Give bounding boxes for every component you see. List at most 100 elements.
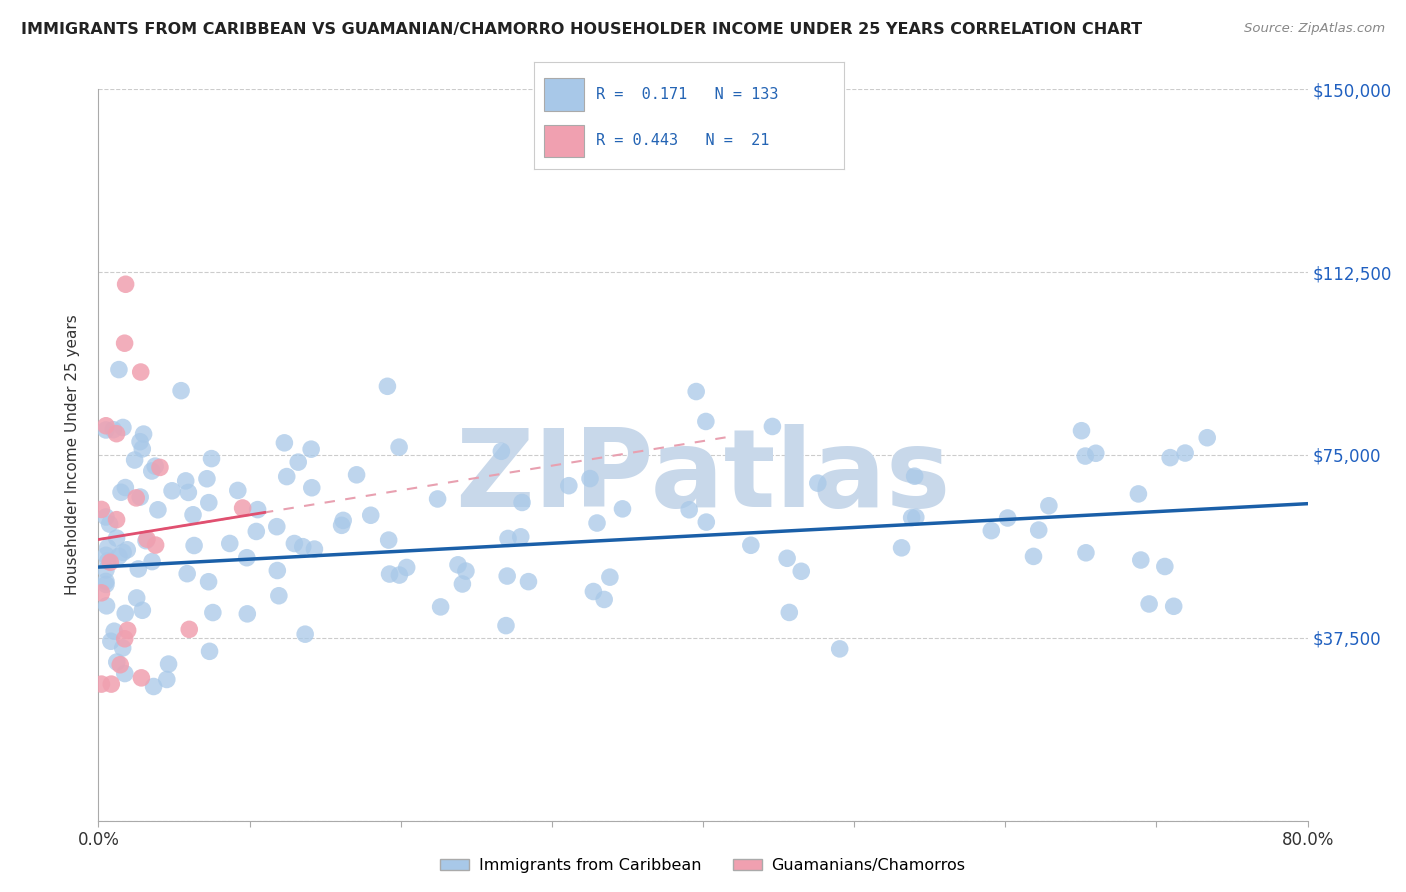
Point [509, 530, 531, 544]
Point [132, 427, 155, 442]
Point [267, 589, 290, 603]
Point [377, 533, 399, 547]
Point [129, 490, 152, 504]
Point [426, 491, 449, 506]
Point [105, 655, 128, 669]
Point [807, 476, 830, 491]
Text: ZIPatlas: ZIPatlas [456, 424, 950, 530]
Point [586, 516, 609, 530]
Point [114, 277, 136, 292]
Point [496, 532, 519, 546]
Point [890, 541, 912, 555]
Point [105, 426, 128, 441]
Point [145, 538, 167, 552]
Point [114, 481, 136, 495]
Point [111, 640, 134, 655]
Point [127, 562, 149, 576]
Point [790, 564, 813, 578]
Point [517, 574, 540, 589]
Point [1174, 446, 1197, 460]
Text: Source: ZipAtlas.com: Source: ZipAtlas.com [1244, 22, 1385, 36]
Point [114, 336, 136, 351]
Point [100, 677, 122, 691]
Point [997, 511, 1019, 525]
Point [447, 558, 470, 572]
Point [97, 541, 120, 555]
Point [176, 566, 198, 581]
Text: R = 0.443   N =  21: R = 0.443 N = 21 [596, 133, 769, 148]
Point [198, 496, 221, 510]
Point [97, 554, 120, 568]
Point [100, 634, 122, 648]
Point [1074, 546, 1097, 560]
Point [346, 467, 368, 482]
Point [695, 515, 717, 529]
Point [200, 451, 222, 466]
Point [283, 536, 305, 550]
Point [129, 434, 152, 449]
Point [1128, 487, 1150, 501]
Point [179, 623, 201, 637]
Point [94, 510, 117, 524]
Point [114, 666, 136, 681]
Point [612, 501, 634, 516]
Point [900, 510, 922, 524]
Point [129, 365, 152, 379]
Point [160, 483, 183, 498]
Point [761, 419, 783, 434]
Point [103, 423, 125, 437]
Point [136, 532, 159, 546]
Point [266, 519, 288, 533]
Point [377, 379, 399, 393]
Point [388, 568, 411, 582]
Point [90, 677, 112, 691]
Point [299, 442, 322, 457]
Point [124, 453, 146, 467]
Point [1028, 523, 1050, 537]
Point [1038, 499, 1060, 513]
Point [201, 606, 224, 620]
Point [980, 524, 1002, 538]
Point [135, 533, 157, 548]
Point [156, 673, 179, 687]
Point [198, 644, 221, 658]
Point [236, 550, 259, 565]
Point [1137, 597, 1160, 611]
Point [232, 501, 254, 516]
Point [143, 459, 166, 474]
Point [740, 538, 762, 552]
Point [1084, 446, 1107, 460]
Point [579, 472, 602, 486]
Point [778, 606, 800, 620]
Point [195, 472, 218, 486]
Point [558, 478, 581, 492]
Y-axis label: Householder Income Under 25 years: Householder Income Under 25 years [65, 315, 80, 595]
Point [177, 485, 200, 500]
Point [131, 603, 153, 617]
Point [96, 599, 118, 613]
Point [599, 570, 621, 584]
Point [1197, 431, 1219, 445]
Point [108, 362, 131, 376]
Point [395, 560, 418, 574]
Point [117, 542, 139, 557]
Point [131, 671, 153, 685]
Point [695, 415, 717, 429]
Point [108, 549, 131, 564]
Point [828, 641, 851, 656]
Point [495, 618, 517, 632]
Point [429, 599, 451, 614]
Point [117, 624, 139, 638]
Point [98, 555, 121, 569]
Point [582, 584, 605, 599]
Point [111, 420, 134, 434]
Point [491, 444, 513, 458]
Point [146, 503, 169, 517]
Point [94, 563, 117, 577]
Point [98, 517, 121, 532]
Point [1022, 549, 1045, 564]
Point [287, 455, 309, 469]
Point [174, 474, 197, 488]
Point [496, 569, 519, 583]
Point [273, 435, 295, 450]
